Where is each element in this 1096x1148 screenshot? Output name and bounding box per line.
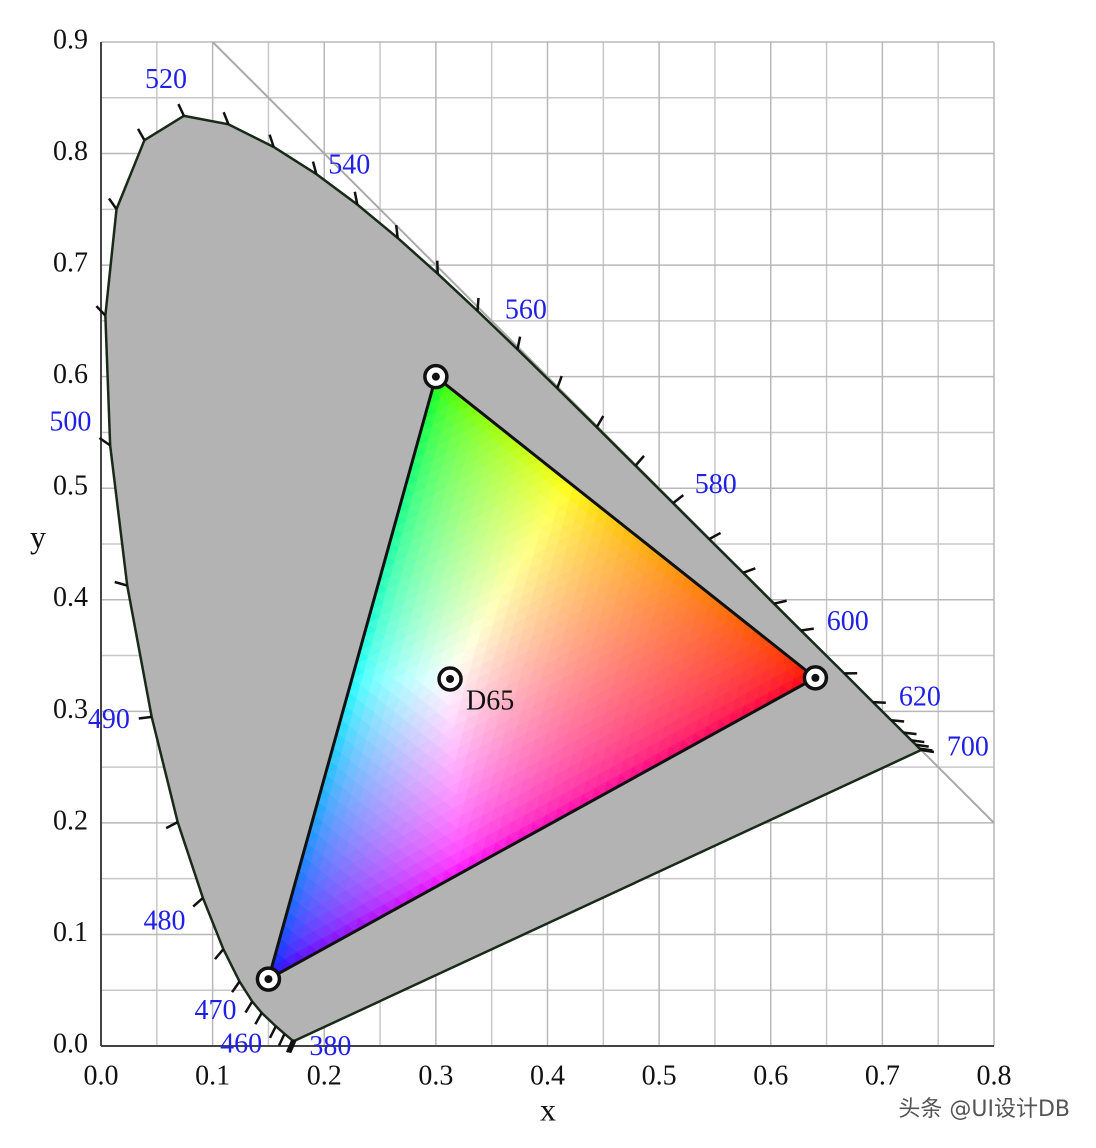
y-tick-label: 0.7	[53, 248, 88, 279]
locus-tick	[268, 134, 275, 148]
wavelength-label: 520	[145, 64, 187, 95]
wavelength-label: 540	[328, 150, 370, 181]
x-tick-label: 0.2	[307, 1060, 342, 1091]
locus-tick	[903, 731, 917, 736]
locus-tick	[288, 1040, 296, 1054]
gamut-fill	[267, 375, 817, 980]
locus-tick	[277, 1033, 286, 1047]
locus-tick	[165, 821, 179, 830]
locus-tick	[634, 455, 645, 467]
wavelength-label: 380	[309, 1031, 351, 1062]
wavelength-label: 560	[505, 295, 547, 326]
y-tick-label: 0.9	[53, 24, 88, 55]
locus-tick	[311, 161, 318, 175]
locus-tick	[192, 897, 204, 908]
layer: 0.0 0.1 0.2 0.3 0.4 0.5 0.6 0.7 0.8 0.0 0.1 0.2 0.3 0…	[49, 24, 1011, 1091]
locus-tick	[136, 128, 146, 141]
wavelength-label: 480	[143, 906, 185, 937]
y-tick-label: 0.1	[53, 917, 88, 948]
primary-marker-dot	[431, 372, 440, 381]
locus-tick	[516, 336, 522, 350]
locus-tick	[231, 980, 241, 993]
locus-tick	[891, 719, 905, 723]
locus-tick	[556, 375, 563, 389]
locus-tick	[742, 567, 756, 574]
y-tick-label: 0.5	[53, 471, 88, 502]
wavelength-label: 490	[88, 704, 130, 735]
locus-tick	[95, 305, 107, 317]
wavelength-label: 470	[195, 995, 237, 1026]
locus-tick	[915, 743, 929, 748]
wavelength-label: 460	[220, 1028, 262, 1059]
x-tick-label: 0.5	[642, 1060, 677, 1091]
white-point-label: D65	[466, 685, 514, 716]
locus-tick	[268, 1025, 277, 1039]
primary-marker-dot	[264, 975, 273, 984]
locus-tick	[920, 748, 935, 754]
watermark: 头条 @UI设计DB	[898, 1097, 1070, 1122]
locus-tick	[394, 224, 399, 239]
locus-tick	[672, 494, 685, 505]
y-axis-label: y	[30, 518, 46, 554]
white-point-dot	[446, 674, 455, 683]
y-tick-label: 0.3	[53, 694, 88, 725]
x-tick-label: 0.4	[530, 1060, 565, 1091]
primary-marker-dot	[811, 673, 820, 682]
y-tick-label: 0.2	[53, 805, 88, 836]
y-tick-label: 0.4	[53, 582, 88, 613]
wavelength-label: 620	[899, 682, 941, 713]
x-tick-label: 0.1	[195, 1060, 230, 1091]
locus-tick	[476, 297, 480, 312]
locus-tick	[222, 111, 230, 125]
x-tick-label: 0.3	[418, 1060, 453, 1091]
locus-tick	[285, 1039, 294, 1053]
locus-tick	[708, 531, 722, 541]
locus-tick	[114, 580, 128, 587]
locus-tick	[595, 415, 605, 428]
y-tick-label: 0.0	[53, 1028, 88, 1059]
x-tick-label: 0.6	[753, 1060, 788, 1091]
locus-tick	[177, 103, 186, 117]
x-tick-label: 0.8	[977, 1060, 1012, 1091]
gamut-triangle	[266, 374, 819, 983]
locus-tick	[138, 715, 152, 720]
wavelength-label: 700	[947, 731, 989, 762]
y-tick-label: 0.8	[53, 136, 88, 167]
locus-tick	[244, 1000, 254, 1014]
x-tick-label: 0.0	[84, 1060, 119, 1091]
wavelength-label: 580	[695, 469, 737, 500]
locus-tick	[773, 599, 787, 605]
x-axis-label: x	[540, 1091, 556, 1127]
x-tick-label: 0.7	[865, 1060, 900, 1091]
locus-tick	[254, 1012, 263, 1025]
locus-tick	[800, 627, 814, 632]
locus-tick	[353, 191, 359, 205]
locus-tick	[911, 739, 925, 744]
wavelength-label: 600	[827, 606, 869, 637]
locus-tick	[872, 700, 886, 705]
wavelength-label: 500	[49, 406, 91, 437]
locus-tick	[107, 197, 118, 210]
locus-tick	[214, 948, 225, 960]
y-tick-label: 0.6	[53, 359, 88, 390]
locus-tick	[98, 436, 111, 447]
